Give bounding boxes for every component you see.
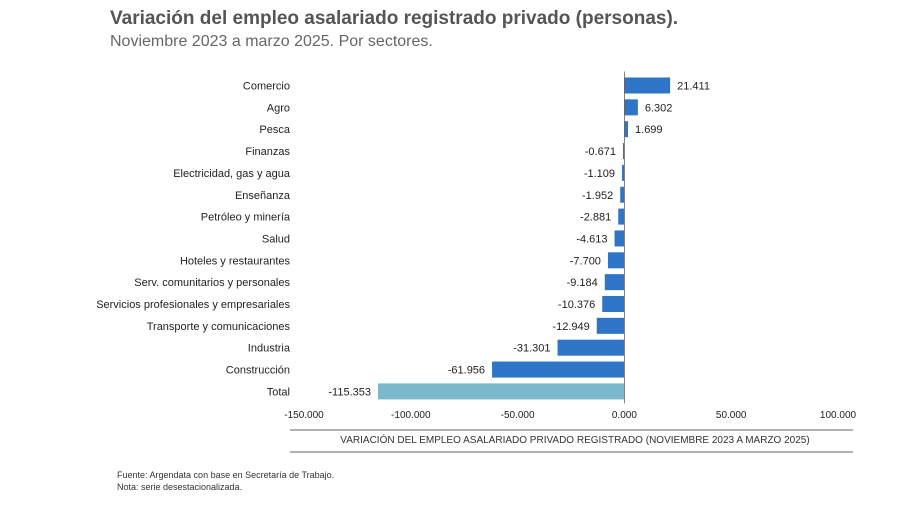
bar [602,296,625,312]
category-label: Pesca [259,124,290,136]
value-label: -1.952 [582,190,613,202]
value-label: -1.109 [584,168,615,180]
value-label: -7.700 [570,255,601,267]
value-label: -0.671 [585,146,616,158]
bar [622,143,625,160]
x-tick-label: 0.000 [612,410,637,421]
x-axis-label: VARIACIÓN DEL EMPLEO ASALARIADO PRIVADO … [340,433,809,446]
category-label: Servicios profesionales y empresariales [96,299,290,311]
value-label: -61.956 [448,365,485,377]
value-label: -115.353 [328,386,371,398]
value-label: 1.699 [635,124,663,136]
x-tick-label: -50.000 [501,410,535,421]
bar [596,317,625,334]
bar [620,186,625,203]
bar [624,121,629,138]
category-label: Total [267,386,290,398]
x-tick-label: 100.000 [820,410,857,421]
value-label: 21.411 [677,81,710,93]
total-bar [378,383,625,400]
category-label: Salud [262,233,290,245]
chart-subtitle: Noviembre 2023 a marzo 2025. Por sectore… [110,33,433,50]
bar [604,274,625,291]
value-label: -2.881 [580,212,611,224]
category-label: Construcción [226,365,290,377]
footnote: Nota: serie desestacionalizada. [117,482,243,492]
bar [624,77,671,94]
category-label: Serv. comunitarios y personales [134,277,290,289]
category-label: Comercio [243,81,290,93]
category-label: Electricidad, gas y agua [173,168,291,180]
bar [614,230,625,247]
x-tick-label: 50.000 [716,410,747,421]
value-label: -10.376 [558,299,595,311]
bar [624,99,638,116]
value-label: -12.949 [552,321,589,333]
chart-notes: Fuente: Argendata con base en Secretaría… [117,469,334,493]
bars-layer: Comercio 21.411 Agro 6.302 Pesca 1.699 Finanza… [96,77,710,400]
x-tick-label: -150.000 [284,410,324,421]
source-note: Fuente: Argendata con base en Secretaría… [117,470,335,480]
bar [622,164,625,181]
bar [618,208,625,225]
value-label: -31.301 [513,343,550,355]
category-label: Hoteles y restaurantes [180,255,291,267]
category-label: Agro [267,102,290,114]
category-label: Enseñanza [235,190,291,202]
category-label: Finanzas [245,146,290,158]
x-tick-label: -100.000 [391,410,431,421]
category-label: Transporte y comunicaciones [147,321,291,333]
value-label: -9.184 [567,277,598,289]
category-label: Industria [248,343,291,355]
chart-title: Variación del empleo asalariado registra… [110,8,679,29]
x-axis: -150.000 -100.000 -50.000 0.000 50.000 100.00… [284,71,857,421]
value-label: 6.302 [645,102,673,114]
bar [557,339,625,356]
value-label: -4.613 [576,233,607,245]
category-label: Petróleo y minería [201,212,291,224]
bar [607,252,625,269]
bar [492,361,625,378]
